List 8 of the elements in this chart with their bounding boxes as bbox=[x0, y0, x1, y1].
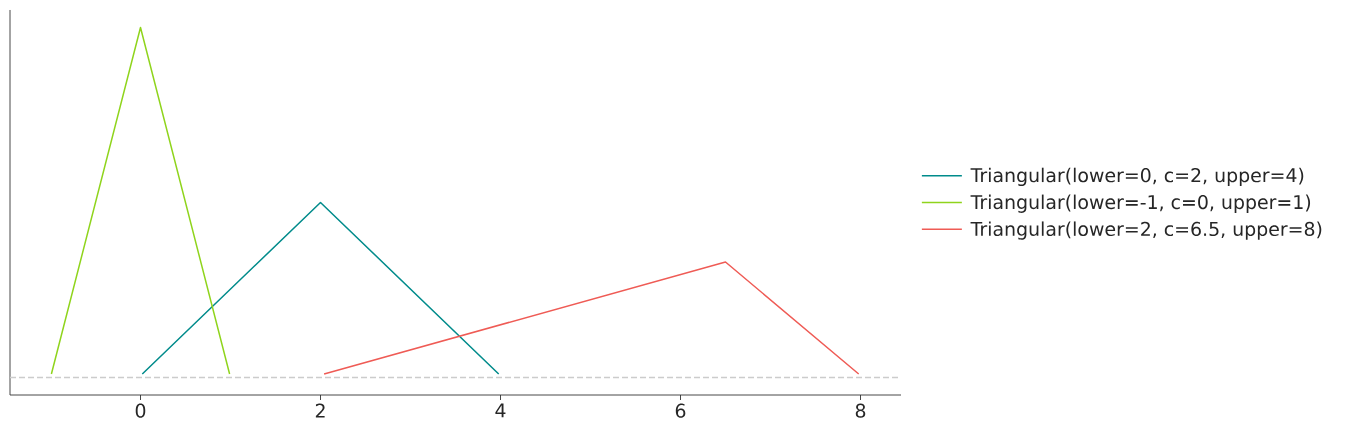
x-tick-label: 6 bbox=[675, 403, 686, 418]
legend-label: Triangular(lower=-1, c=0, upper=1) bbox=[970, 194, 1311, 213]
legend-label: Triangular(lower=2, c=6.5, upper=8) bbox=[970, 221, 1322, 240]
x-tick-label: 4 bbox=[495, 403, 506, 418]
legend-label: Triangular(lower=0, c=2, upper=4) bbox=[970, 167, 1304, 187]
x-tick-label: 0 bbox=[135, 403, 146, 418]
x-tick-label: 2 bbox=[315, 403, 325, 418]
x-tick-label: 8 bbox=[855, 403, 866, 418]
